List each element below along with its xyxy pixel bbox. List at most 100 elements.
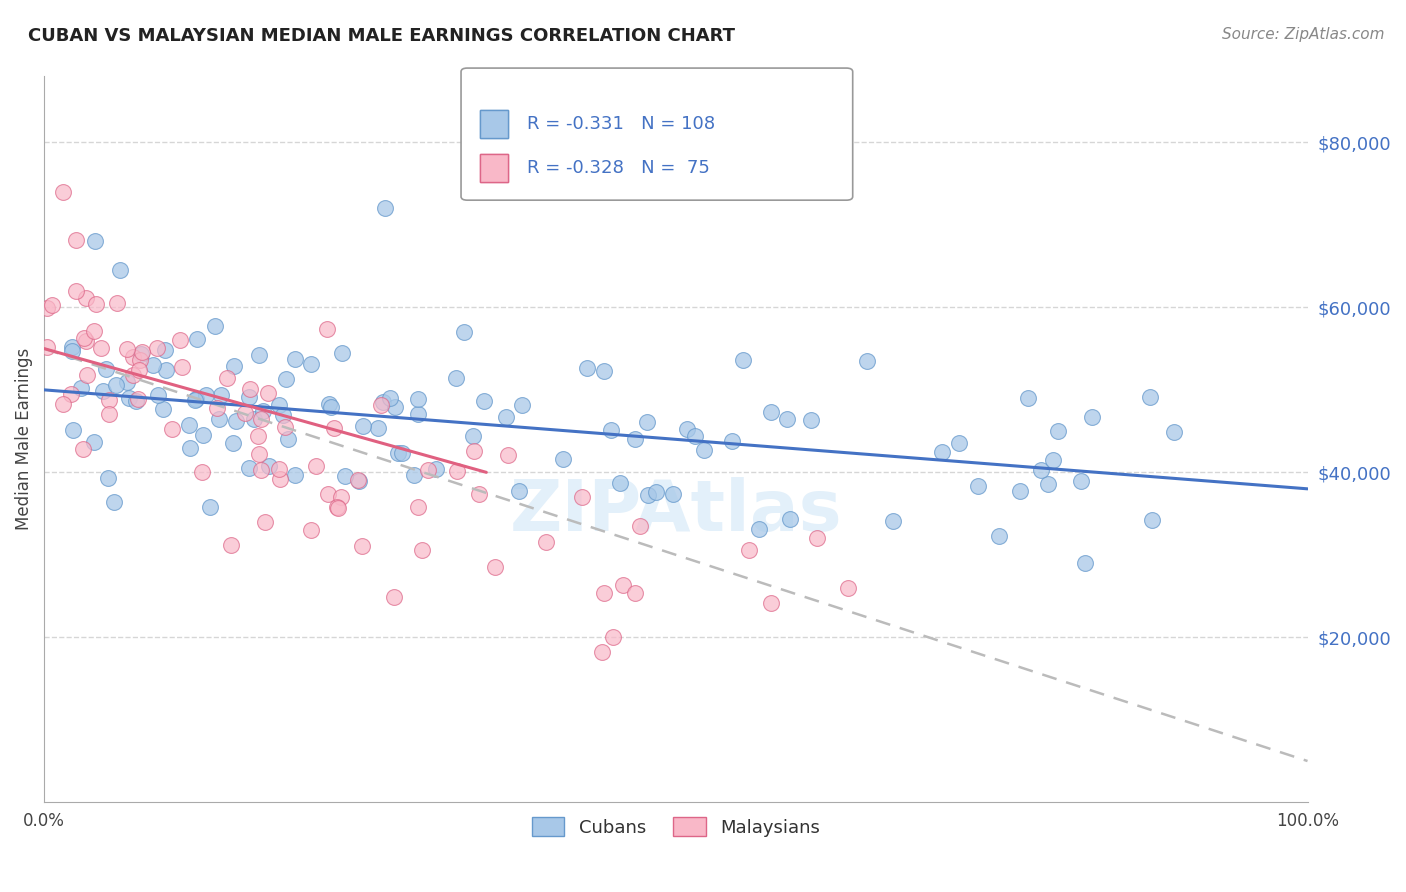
Point <box>299 523 322 537</box>
Point <box>247 429 270 443</box>
Text: Source: ZipAtlas.com: Source: ZipAtlas.com <box>1222 27 1385 42</box>
Point <box>131 345 153 359</box>
Point <box>62 423 84 437</box>
FancyBboxPatch shape <box>479 111 508 138</box>
Point <box>191 465 214 479</box>
Point <box>269 472 291 486</box>
Point <box>378 391 401 405</box>
Point <box>988 529 1011 543</box>
Point <box>444 370 467 384</box>
Point <box>733 352 755 367</box>
Point <box>800 413 823 427</box>
Point <box>83 235 105 249</box>
Point <box>1163 425 1185 439</box>
Point <box>637 488 659 502</box>
Point <box>59 387 82 401</box>
FancyBboxPatch shape <box>461 68 852 200</box>
Point <box>498 448 520 462</box>
Point <box>628 518 651 533</box>
Point <box>219 538 242 552</box>
Text: ZIPAtlas: ZIPAtlas <box>509 477 842 547</box>
Point <box>328 501 350 516</box>
Point <box>277 432 299 446</box>
Point <box>125 393 148 408</box>
Point <box>222 359 245 374</box>
Point <box>463 443 485 458</box>
Point <box>193 427 215 442</box>
Point <box>330 346 353 360</box>
Point <box>97 471 120 485</box>
Point <box>609 476 631 491</box>
Point <box>1029 463 1052 477</box>
Point <box>1070 474 1092 488</box>
Point <box>623 586 645 600</box>
Point <box>75 334 97 349</box>
Point <box>128 363 150 377</box>
Point <box>152 401 174 416</box>
Point <box>72 331 94 345</box>
Point <box>316 321 339 335</box>
Point <box>1036 477 1059 491</box>
Point <box>184 392 207 407</box>
Point <box>274 372 297 386</box>
Legend: Cubans, Malaysians: Cubans, Malaysians <box>524 810 827 844</box>
Point <box>145 341 167 355</box>
Point <box>685 428 707 442</box>
Point <box>284 467 307 482</box>
Point <box>510 398 533 412</box>
Point <box>299 358 322 372</box>
Point <box>98 407 121 421</box>
Point <box>155 363 177 377</box>
Point <box>76 368 98 383</box>
Point <box>748 522 770 536</box>
Point <box>806 531 828 545</box>
Point <box>41 298 63 312</box>
Point <box>882 514 904 528</box>
Point <box>179 441 201 455</box>
Point <box>966 479 988 493</box>
Point <box>453 326 475 340</box>
Point <box>35 301 58 316</box>
Point <box>247 447 270 461</box>
Point <box>1140 513 1163 527</box>
Point <box>352 419 374 434</box>
Point <box>257 458 280 473</box>
Point <box>391 446 413 460</box>
Point <box>215 370 238 384</box>
Point <box>250 412 273 426</box>
Y-axis label: Median Male Earnings: Median Male Earnings <box>15 348 32 531</box>
Point <box>304 458 326 473</box>
Point <box>411 543 433 558</box>
Point <box>118 391 141 405</box>
Point <box>675 421 697 435</box>
Point <box>738 543 761 558</box>
Point <box>468 486 491 500</box>
Point <box>1042 452 1064 467</box>
Point <box>225 414 247 428</box>
Point <box>142 358 165 372</box>
Point <box>222 436 245 450</box>
Point <box>382 590 405 604</box>
Point <box>52 185 75 199</box>
Point <box>1074 556 1097 570</box>
Point <box>169 334 191 348</box>
Point <box>416 463 439 477</box>
Point <box>319 400 342 414</box>
Point <box>65 233 87 247</box>
Point <box>127 392 149 407</box>
Point <box>274 420 297 434</box>
Point <box>60 343 83 358</box>
Point <box>284 351 307 366</box>
Point <box>108 263 131 277</box>
Point <box>204 318 226 333</box>
Point <box>323 421 346 435</box>
Point <box>146 388 169 402</box>
Point <box>495 409 517 424</box>
Point <box>602 630 624 644</box>
Point <box>186 332 208 346</box>
Point <box>371 395 394 409</box>
Point <box>239 382 262 396</box>
Point <box>121 350 143 364</box>
Point <box>761 596 783 610</box>
Point <box>856 353 879 368</box>
